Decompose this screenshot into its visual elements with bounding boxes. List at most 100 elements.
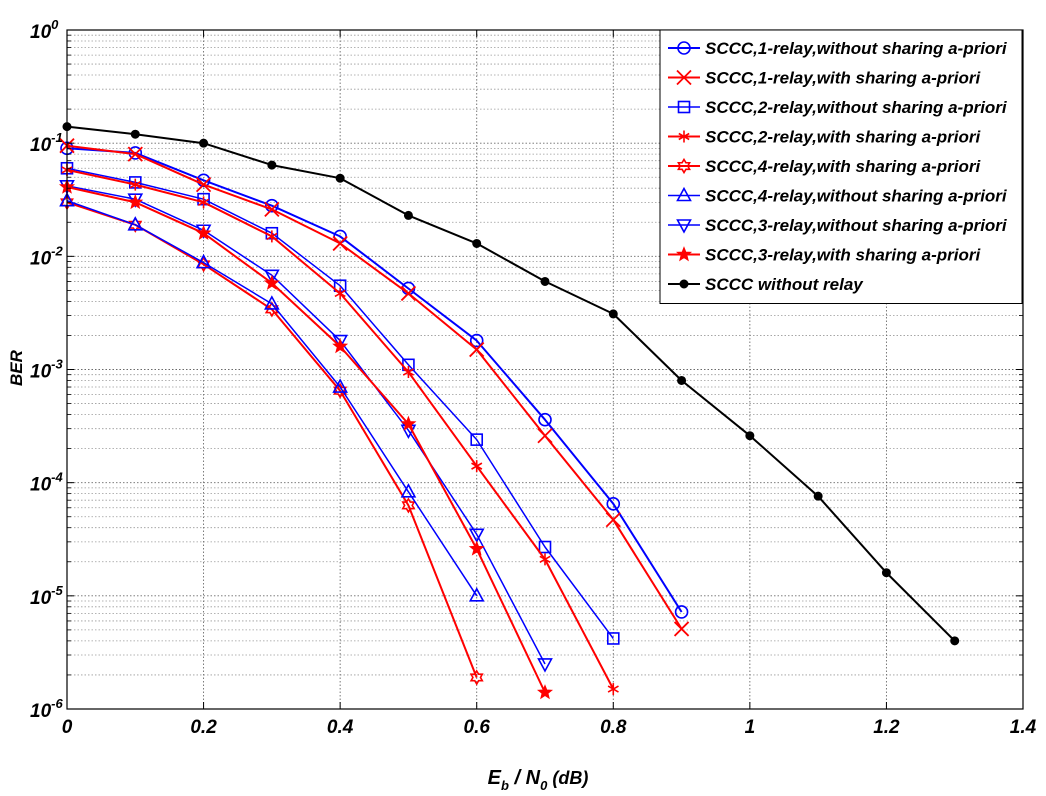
data-point xyxy=(267,160,277,170)
data-point xyxy=(195,224,212,241)
series-6 xyxy=(59,192,485,602)
x-tick-label: 0.8 xyxy=(600,717,627,738)
data-point xyxy=(130,129,140,139)
legend-entry: SCCC,3-relay,with sharing a-priori xyxy=(668,246,981,265)
legend-marker xyxy=(677,157,691,175)
data-point xyxy=(468,587,485,602)
data-point xyxy=(538,412,552,427)
legend-marker xyxy=(677,100,691,114)
data-point xyxy=(403,210,413,220)
data-point xyxy=(607,683,619,696)
data-point xyxy=(469,341,485,358)
data-point xyxy=(127,216,144,231)
x-tick-label: 1.2 xyxy=(873,717,900,738)
y-tick-label: 10-1 xyxy=(30,130,63,156)
data-point xyxy=(539,553,551,566)
series-line xyxy=(66,185,546,665)
legend-entry: SCCC,2-relay,without sharing a-priori xyxy=(668,98,1008,117)
series-line xyxy=(66,199,478,597)
data-point xyxy=(401,497,416,514)
legend-marker xyxy=(676,186,692,202)
legend-entry: SCCC without relay xyxy=(668,275,864,294)
legend-label: SCCC without relay xyxy=(705,275,864,294)
data-point xyxy=(196,256,211,273)
y-tick-label: 10-5 xyxy=(30,583,63,609)
data-point xyxy=(468,540,485,556)
series-9 xyxy=(62,122,960,646)
legend-label: SCCC,2-relay,without sharing a-priori xyxy=(705,98,1008,117)
legend-label: SCCC,4-relay,with sharing a-priori xyxy=(705,157,981,176)
data-point xyxy=(264,201,280,218)
legend-marker xyxy=(676,219,692,234)
data-point xyxy=(400,285,417,302)
data-point xyxy=(402,366,415,379)
x-axis-ticks: 0 0.2 0.4 0.6 0.8 1 1.2 1.4 xyxy=(62,30,1037,738)
y-tick-label: 100 xyxy=(30,17,59,43)
legend: SCCC,1-relay,without sharing a-priori SCC… xyxy=(659,29,1023,304)
data-point xyxy=(197,196,210,209)
series-line xyxy=(66,147,683,613)
data-point xyxy=(199,138,209,148)
legend-entry: SCCC,1-relay,without sharing a-priori xyxy=(668,39,1008,58)
data-point xyxy=(128,216,143,233)
data-point xyxy=(813,491,823,501)
data-point xyxy=(537,658,553,673)
y-axis-label: BER xyxy=(7,349,26,386)
data-point xyxy=(472,238,482,248)
data-point xyxy=(537,428,553,444)
x-tick-label: 1.4 xyxy=(1010,717,1037,738)
y-tick-label: 10-2 xyxy=(30,243,63,269)
data-point xyxy=(196,173,211,188)
data-point xyxy=(332,235,348,252)
data-point xyxy=(334,287,346,300)
data-point xyxy=(608,309,618,319)
x-tick-label: 0.2 xyxy=(190,717,217,738)
data-point xyxy=(469,669,484,686)
legend-entry: SCCC,2-relay,with sharing a-priori xyxy=(668,128,981,147)
data-point xyxy=(195,177,212,193)
data-point xyxy=(950,636,960,646)
x-tick-label: 1 xyxy=(745,717,756,738)
legend-marker xyxy=(676,69,692,86)
data-point xyxy=(266,230,278,243)
legend-entry: SCCC,3-relay,without sharing a-priori xyxy=(668,216,1008,235)
data-point xyxy=(674,605,689,619)
legend-label: SCCC,1-relay,with sharing a-priori xyxy=(705,69,981,88)
data-point xyxy=(129,178,141,191)
data-point xyxy=(400,415,417,431)
data-point xyxy=(606,497,621,511)
data-point xyxy=(536,684,554,700)
series-line xyxy=(66,125,956,642)
data-point xyxy=(881,568,891,578)
legend-label: SCCC,4-relay,without sharing a-priori xyxy=(705,187,1008,206)
legend-marker xyxy=(679,279,689,289)
data-point xyxy=(332,378,348,393)
x-tick-label: 0.4 xyxy=(327,717,354,738)
x-axis-label: Eb / N0 (dB) xyxy=(488,767,589,793)
legend-entry: SCCC,1-relay,with sharing a-priori xyxy=(668,69,981,88)
data-point xyxy=(264,295,280,310)
data-point xyxy=(605,512,621,528)
data-point xyxy=(677,375,687,385)
y-tick-label: 10-6 xyxy=(30,696,63,722)
legend-box xyxy=(659,29,1023,304)
legend-entry: SCCC,4-relay,without sharing a-priori xyxy=(668,187,1008,206)
y-axis-ticks: 100 10-1 10-2 10-3 10-4 10-5 10-6 xyxy=(30,17,1023,722)
data-point xyxy=(195,253,212,269)
legend-label: SCCC,3-relay,without sharing a-priori xyxy=(705,216,1008,235)
data-point xyxy=(540,276,550,286)
data-point xyxy=(335,173,345,183)
legend-marker xyxy=(677,41,691,55)
series-line xyxy=(66,186,546,693)
data-point xyxy=(469,333,484,348)
data-point xyxy=(400,483,417,498)
legend-label: SCCC,2-relay,with sharing a-priori xyxy=(705,128,981,147)
series-line xyxy=(66,144,683,630)
x-tick-label: 0 xyxy=(62,717,73,738)
series-4 xyxy=(61,163,619,696)
data-point xyxy=(264,269,280,284)
x-tick-label: 0.6 xyxy=(464,717,491,738)
data-point xyxy=(263,274,280,290)
data-point xyxy=(332,337,349,354)
legend-label: SCCC,3-relay,with sharing a-priori xyxy=(705,246,981,265)
